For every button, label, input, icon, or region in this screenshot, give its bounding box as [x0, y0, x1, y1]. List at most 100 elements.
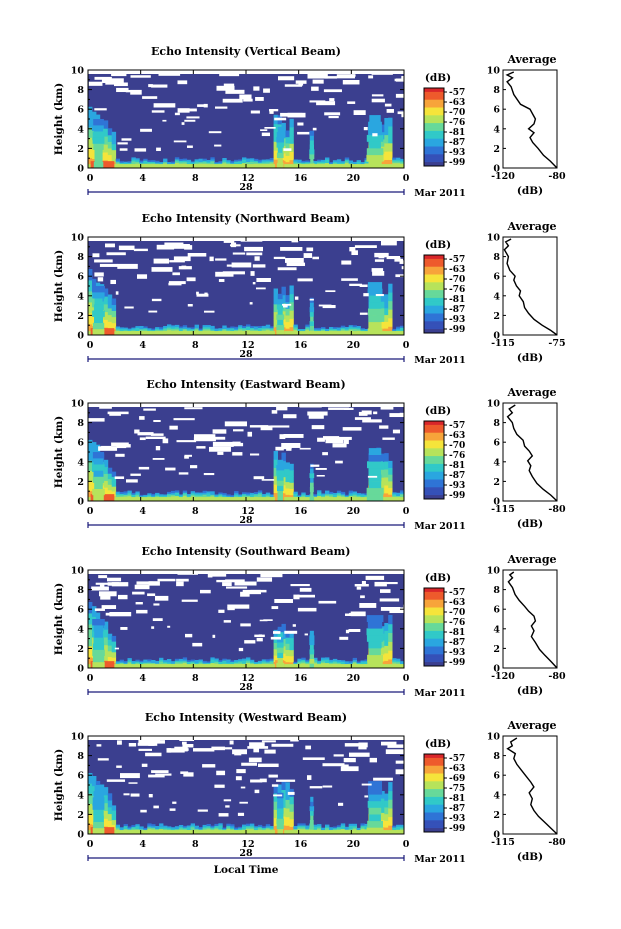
heatmap-cell: [218, 495, 223, 498]
missing-data: [276, 407, 288, 411]
heatmap-cell: [174, 159, 180, 162]
average-title: Average: [506, 719, 556, 732]
heatmap-cell: [107, 128, 113, 136]
heatmap-cell: [174, 324, 180, 327]
heatmap-cell: [111, 635, 117, 642]
heatmap-cell: [289, 302, 294, 311]
heatmap-cell: [360, 328, 365, 330]
heatmap-cell: [348, 827, 353, 830]
heatmap-cell: [178, 825, 184, 827]
heatmap-cell: [297, 161, 302, 163]
heatmap-cell: [368, 321, 382, 329]
y-tick-label: 4: [77, 291, 84, 302]
heatmap-cell: [368, 161, 382, 169]
heatmap-cell: [257, 490, 263, 493]
heatmap-cell: [111, 149, 117, 157]
missing-data: [401, 113, 405, 118]
missing-data: [233, 429, 244, 432]
panel-4: Echo Intensity (Southward Beam)0246810He…: [53, 545, 566, 699]
heatmap-cell: [309, 644, 314, 650]
missing-data: [111, 442, 129, 447]
heatmap-cell: [234, 496, 239, 499]
colorbar-segment: [424, 644, 444, 647]
x-tick-label: 12: [241, 173, 254, 184]
heatmap-cell: [159, 163, 164, 165]
heatmap-cell: [159, 825, 164, 828]
y-tick-label: 6: [77, 605, 84, 616]
missing-data: [123, 793, 130, 796]
heatmap-cell: [348, 825, 353, 828]
x-tick-label: 0: [403, 673, 410, 684]
heatmap-cell: [107, 148, 113, 156]
heatmap-cell: [392, 492, 397, 495]
heatmap-cell: [388, 292, 393, 302]
heatmap-cell: [317, 827, 322, 830]
heatmap-cell: [356, 326, 361, 328]
heatmap-cell: [289, 476, 294, 483]
heatmap-cell: [364, 823, 369, 826]
missing-data: [235, 99, 243, 103]
colorbar-segment: [424, 315, 444, 318]
heatmap-cell: [273, 793, 278, 802]
colorbar-segment: [424, 771, 444, 774]
colorbar-tick-label: -87: [449, 138, 465, 148]
heatmap-cell: [111, 491, 117, 497]
missing-data: [133, 248, 148, 252]
heatmap-cell: [325, 657, 330, 660]
heatmap-cell: [352, 491, 357, 494]
heatmap-cell: [301, 492, 306, 495]
heatmap-cell: [155, 828, 160, 831]
missing-data: [395, 760, 405, 764]
missing-data: [176, 578, 189, 582]
y-tick-label: 8: [493, 418, 500, 429]
heatmap-cell: [250, 159, 255, 162]
heatmap-cell: [329, 662, 334, 665]
heatmap-cell: [369, 115, 381, 122]
heatmap-cell: [329, 493, 334, 496]
heatmap-cell: [276, 329, 285, 336]
heatmap-cell: [238, 826, 243, 829]
colorbar-segment: [424, 804, 444, 808]
missing-data: [396, 78, 405, 82]
colorbar-segment: [424, 477, 444, 480]
heatmap-cell: [261, 161, 267, 163]
heatmap-cell: [285, 315, 290, 323]
heatmap-cell: [367, 621, 383, 629]
heatmap-cell: [366, 634, 384, 642]
colorbar-tick-label: -87: [449, 305, 465, 315]
missing-data: [349, 752, 370, 757]
missing-data: [197, 104, 205, 107]
colorbar-segment: [424, 607, 444, 610]
heatmap-cell: [103, 487, 109, 495]
heatmap-cell: [143, 327, 148, 330]
heatmap-cell: [277, 803, 284, 809]
heatmap-cell: [392, 661, 397, 664]
average-title: Average: [506, 553, 556, 566]
heatmap-cell: [321, 827, 326, 830]
heatmap-cell: [186, 327, 192, 330]
heatmap-cell: [234, 492, 239, 495]
colorbar-segment: [424, 485, 444, 488]
heatmap-cell: [226, 494, 231, 496]
missing-data: [202, 764, 216, 768]
colorbar-segment: [424, 452, 444, 455]
heatmap-cell: [289, 643, 294, 651]
heatmap-cell: [367, 461, 383, 469]
heatmap-cell: [396, 326, 401, 329]
heatmap-cell: [123, 661, 128, 663]
missing-data: [322, 785, 333, 788]
missing-data: [99, 583, 105, 587]
heatmap-cell: [281, 153, 286, 161]
heatmap-cell: [356, 495, 361, 498]
heatmap-cell: [234, 662, 239, 665]
colorbar-segment: [424, 777, 444, 780]
missing-data: [204, 310, 215, 313]
heatmap-cell: [119, 495, 124, 497]
heatmap-cell: [155, 162, 160, 164]
heatmap-cell: [352, 326, 357, 329]
heatmap-cell: [313, 826, 318, 829]
heatmap-cell: [344, 157, 350, 160]
heatmap-cell: [273, 288, 278, 297]
colorbar-segment: [424, 286, 444, 289]
heatmap-cell: [147, 160, 152, 162]
